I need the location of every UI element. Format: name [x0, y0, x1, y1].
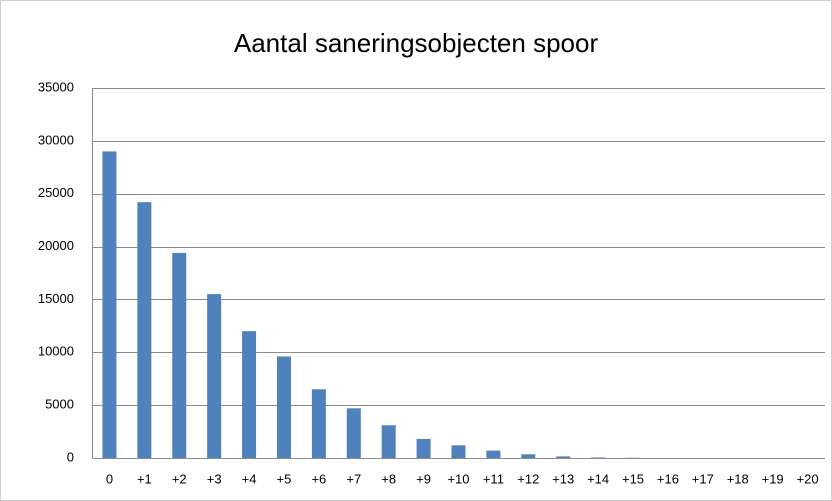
- x-tick-label: 0: [106, 471, 113, 486]
- y-tick-label: 35000: [38, 79, 74, 94]
- x-tick-label: +5: [277, 471, 292, 486]
- x-tick-label: +1: [137, 471, 152, 486]
- y-tick-label: 0: [67, 449, 74, 464]
- bar: [207, 294, 222, 458]
- y-tick-label: 20000: [38, 238, 74, 253]
- x-tick-label: +4: [242, 471, 257, 486]
- x-tick-label: +6: [311, 471, 326, 486]
- x-tick-label: +16: [657, 471, 679, 486]
- bar: [416, 438, 431, 458]
- x-tick-label: +17: [692, 471, 714, 486]
- x-tick-label: +14: [587, 471, 609, 486]
- x-tick-label: +9: [416, 471, 431, 486]
- y-tick-label: 15000: [38, 291, 74, 306]
- x-tick-label: +10: [447, 471, 469, 486]
- bar: [242, 331, 257, 458]
- x-tick-label: +19: [762, 471, 784, 486]
- x-tick-label: +20: [797, 471, 819, 486]
- chart-title: Aantal saneringsobjecten spoor: [234, 28, 599, 58]
- bar: [137, 202, 152, 458]
- bar: [311, 389, 326, 458]
- y-tick-label: 10000: [38, 344, 74, 359]
- x-tick-label: +7: [346, 471, 361, 486]
- y-tick-label: 30000: [38, 132, 74, 147]
- bar: [486, 450, 501, 458]
- bar: [381, 425, 396, 458]
- x-tick-label: +13: [552, 471, 574, 486]
- bar: [346, 408, 361, 458]
- bar: [276, 356, 291, 458]
- x-tick-label: +2: [172, 471, 187, 486]
- x-tick-label: +15: [622, 471, 644, 486]
- x-tick-label: +8: [381, 471, 396, 486]
- bar: [451, 445, 466, 458]
- x-tick-label: +3: [207, 471, 222, 486]
- bar: [102, 151, 117, 458]
- x-tick-label: +11: [483, 471, 504, 486]
- bar: [591, 457, 606, 458]
- x-tick-label: +12: [517, 471, 539, 486]
- bar: [172, 252, 187, 458]
- bar: [521, 454, 536, 458]
- x-tick-label: +18: [727, 471, 749, 486]
- y-tick-label: 5000: [45, 397, 74, 412]
- bar: [556, 456, 571, 458]
- y-tick-label: 25000: [38, 185, 74, 200]
